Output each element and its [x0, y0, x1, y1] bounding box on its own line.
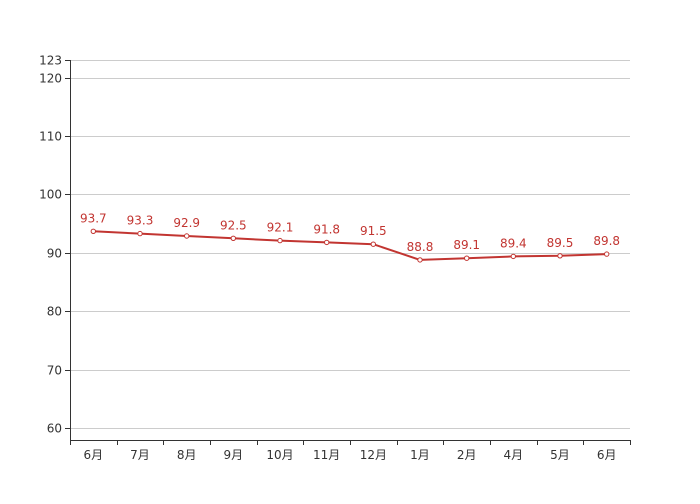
x-tick-label: 6月 — [597, 448, 617, 462]
x-tick-label: 11月 — [313, 448, 340, 462]
data-label: 92.1 — [267, 221, 294, 235]
x-tick-label: 1月 — [410, 448, 430, 462]
data-label: 93.3 — [127, 214, 154, 228]
data-label: 91.8 — [313, 222, 340, 236]
data-label: 92.5 — [220, 218, 247, 232]
grid-lines — [70, 60, 630, 429]
data-point[interactable] — [137, 230, 143, 237]
data-label: 91.5 — [360, 224, 387, 238]
x-tick-label: 9月 — [224, 448, 244, 462]
x-tick-label: 8月 — [177, 448, 197, 462]
y-tick-label: 60 — [47, 422, 62, 436]
series-path — [93, 230, 607, 261]
data-label: 89.5 — [547, 236, 574, 250]
x-tick-label: 12月 — [360, 448, 387, 462]
data-point[interactable] — [510, 253, 516, 260]
data-point[interactable] — [464, 255, 470, 261]
x-tick-label: 5月 — [550, 448, 570, 462]
y-tick-label: 70 — [47, 364, 62, 378]
x-tick-label: 7月 — [130, 448, 150, 462]
x-tick-label: 6月 — [84, 448, 104, 462]
data-label: 92.9 — [173, 216, 200, 230]
axes: 60 70 80 90 100 110 120 123 6月 7月 8月 9月 10月 11月 12月 1月 2… — [39, 54, 631, 462]
x-tick-label: 2月 — [457, 448, 477, 462]
x-tick-label: 4月 — [504, 448, 524, 462]
data-point[interactable] — [417, 257, 423, 263]
data-point[interactable] — [370, 241, 376, 247]
series-line — [90, 228, 610, 263]
y-tick-label: 110 — [39, 130, 62, 144]
data-label: 89.4 — [500, 236, 527, 250]
data-label: 89.1 — [453, 238, 480, 252]
y-tick-label: 120 — [39, 72, 62, 86]
data-point[interactable] — [184, 233, 190, 239]
y-tick-label: 90 — [47, 247, 62, 261]
data-label: 93.7 — [80, 211, 107, 225]
data-point[interactable] — [604, 251, 610, 257]
data-point[interactable] — [324, 239, 330, 246]
data-point[interactable] — [277, 237, 283, 244]
data-label: 89.8 — [593, 234, 620, 248]
y-tick-label: 80 — [47, 305, 62, 319]
y-tick-label: 123 — [39, 54, 62, 68]
y-tick-label: 100 — [39, 188, 62, 202]
data-point[interactable] — [230, 235, 237, 242]
data-point[interactable] — [90, 228, 97, 235]
data-labels: 93.7 93.3 92.9 92.5 92.1 91.8 91.5 88.8 89.1 89.4… — [80, 211, 620, 254]
data-label: 88.8 — [407, 240, 434, 254]
x-tick-label: 10月 — [266, 448, 293, 462]
data-point[interactable] — [557, 253, 563, 259]
